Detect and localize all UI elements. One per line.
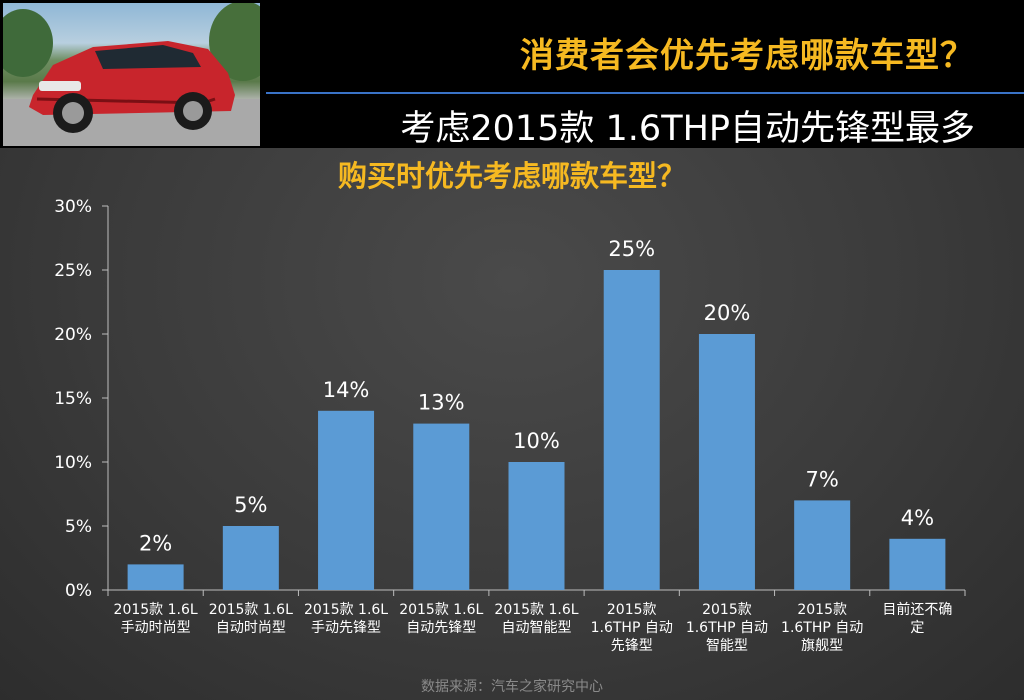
data-label: 5% bbox=[234, 493, 267, 517]
bar bbox=[127, 564, 184, 590]
car-photo bbox=[3, 3, 260, 146]
x-tick-label: 自动智能型 bbox=[502, 620, 572, 636]
data-label: 4% bbox=[901, 506, 934, 530]
x-tick-label: 2015款 1.6L bbox=[304, 602, 388, 618]
data-label: 10% bbox=[513, 429, 560, 453]
x-tick-label: 1.6THP 自动 bbox=[781, 620, 863, 636]
y-tick-label: 30% bbox=[54, 197, 92, 217]
x-tick-label: 手动先锋型 bbox=[311, 620, 381, 636]
y-tick-label: 20% bbox=[54, 325, 92, 345]
data-label: 20% bbox=[704, 301, 751, 325]
x-tick-label: 2015款 1.6L bbox=[114, 602, 198, 618]
data-label: 25% bbox=[608, 237, 655, 261]
bar bbox=[222, 526, 279, 590]
y-tick-label: 15% bbox=[54, 389, 92, 409]
x-tick-label: 旗舰型 bbox=[801, 638, 843, 654]
page-title: 消费者会优先考虑哪款车型？ bbox=[520, 36, 975, 76]
car-illustration-icon bbox=[3, 3, 260, 146]
x-tick-label: 2015款 1.6L bbox=[209, 602, 293, 618]
page-subtitle: 考虑2015款 1.6THP自动先锋型最多 bbox=[400, 109, 975, 149]
data-label: 7% bbox=[806, 467, 839, 491]
x-tick-label: 2015款 bbox=[702, 602, 752, 618]
x-tick-label: 自动先锋型 bbox=[406, 620, 476, 636]
data-label: 13% bbox=[418, 391, 465, 415]
chart-title: 购买时优先考虑哪款车型？ bbox=[337, 159, 686, 193]
x-tick-label: 2015款 1.6L bbox=[494, 602, 578, 618]
x-tick-label: 自动时尚型 bbox=[216, 620, 286, 636]
x-tick-label: 1.6THP 自动 bbox=[591, 620, 673, 636]
data-label: 14% bbox=[323, 378, 370, 402]
data-label: 2% bbox=[139, 531, 172, 555]
x-tick-label: 2015款 1.6L bbox=[399, 602, 483, 618]
x-tick-label: 1.6THP 自动 bbox=[686, 620, 768, 636]
header-divider bbox=[266, 92, 1024, 94]
y-tick-label: 5% bbox=[65, 517, 92, 537]
x-tick-label: 智能型 bbox=[706, 638, 748, 654]
x-tick-label: 2015款 bbox=[797, 602, 847, 618]
y-tick-label: 25% bbox=[54, 261, 92, 281]
bar bbox=[413, 423, 470, 590]
y-tick-label: 10% bbox=[54, 453, 92, 473]
bar bbox=[603, 270, 660, 590]
x-tick-label: 定 bbox=[910, 620, 924, 636]
bar bbox=[508, 462, 565, 590]
bar bbox=[889, 538, 946, 590]
y-tick-label: 0% bbox=[65, 581, 92, 601]
x-tick-label: 目前还不确 bbox=[882, 601, 952, 618]
x-tick-label: 手动时尚型 bbox=[121, 620, 191, 636]
bar bbox=[794, 500, 851, 590]
x-tick-label: 2015款 bbox=[607, 602, 657, 618]
bar bbox=[318, 410, 375, 590]
data-source-note: 数据来源：汽车之家研究中心 bbox=[421, 679, 603, 695]
bar bbox=[698, 334, 755, 590]
x-tick-label: 先锋型 bbox=[611, 638, 653, 654]
